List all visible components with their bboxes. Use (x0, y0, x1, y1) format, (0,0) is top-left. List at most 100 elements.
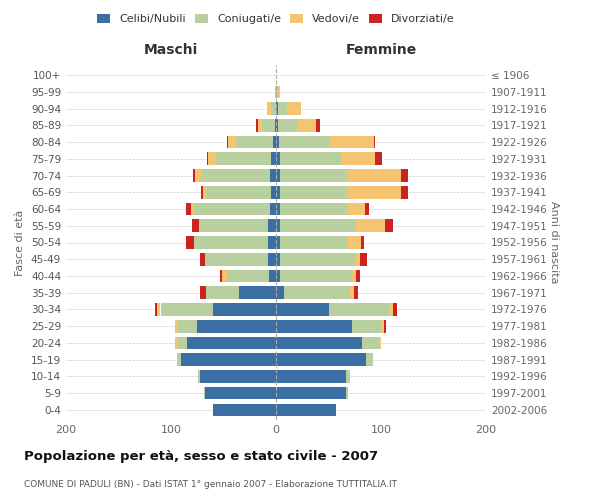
Bar (280, 152, 341, 165)
Bar (276, 303, 329, 316)
Bar (280, 186, 349, 198)
Bar (381, 320, 384, 332)
Bar (329, 303, 389, 316)
Bar (276, 404, 336, 416)
Bar (276, 336, 362, 349)
Bar (271, 186, 276, 198)
Bar (262, 119, 275, 132)
Bar (185, 236, 194, 249)
Bar (278, 102, 287, 115)
Bar (361, 236, 364, 249)
Bar (287, 102, 301, 115)
Bar (227, 270, 269, 282)
Bar (276, 119, 278, 132)
Bar (202, 186, 203, 198)
Bar (198, 370, 200, 382)
Bar (195, 169, 202, 182)
Bar (352, 320, 381, 332)
Bar (276, 387, 346, 400)
Text: COMUNE DI PADULI (BN) - Dati ISTAT 1° gennaio 2007 - Elaborazione TUTTITALIA.IT: COMUNE DI PADULI (BN) - Dati ISTAT 1° ge… (24, 480, 397, 489)
Bar (213, 404, 276, 416)
Bar (276, 136, 279, 148)
Bar (280, 169, 349, 182)
Bar (223, 270, 227, 282)
Bar (194, 236, 268, 249)
Bar (216, 152, 271, 165)
Bar (384, 320, 386, 332)
Bar (276, 354, 366, 366)
Bar (200, 370, 276, 382)
Bar (276, 236, 280, 249)
Bar (239, 286, 276, 299)
Bar (228, 136, 236, 148)
Bar (269, 270, 276, 282)
Bar (276, 169, 280, 182)
Bar (276, 320, 352, 332)
Bar (192, 220, 199, 232)
Bar (280, 270, 352, 282)
Bar (354, 286, 358, 299)
Bar (213, 303, 276, 316)
Bar (191, 202, 194, 215)
Bar (202, 169, 270, 182)
Bar (375, 152, 382, 165)
Bar (206, 286, 239, 299)
Bar (276, 86, 278, 98)
Bar (356, 253, 360, 266)
Bar (284, 286, 349, 299)
Text: Popolazione per età, sesso e stato civile - 2007: Popolazione per età, sesso e stato civil… (24, 450, 378, 463)
Bar (279, 136, 329, 148)
Bar (203, 387, 205, 400)
Bar (276, 152, 280, 165)
Bar (346, 387, 349, 400)
Bar (220, 270, 223, 282)
Bar (360, 253, 367, 266)
Bar (205, 253, 268, 266)
Bar (276, 253, 280, 266)
Bar (193, 169, 195, 182)
Bar (329, 136, 374, 148)
Bar (155, 303, 157, 316)
Bar (178, 354, 181, 366)
Bar (385, 220, 392, 232)
Bar (276, 370, 346, 382)
Bar (349, 202, 365, 215)
Bar (157, 303, 160, 316)
Bar (268, 220, 276, 232)
Bar (236, 136, 273, 148)
Bar (280, 220, 356, 232)
Bar (266, 102, 271, 115)
Bar (199, 220, 268, 232)
Bar (389, 303, 392, 316)
Bar (187, 336, 276, 349)
Bar (200, 253, 205, 266)
Bar (175, 336, 178, 349)
Bar (175, 320, 178, 332)
Bar (256, 119, 258, 132)
Bar (374, 136, 375, 148)
Bar (297, 119, 316, 132)
Bar (346, 370, 349, 382)
Bar (186, 202, 191, 215)
Bar (379, 336, 381, 349)
Bar (268, 253, 276, 266)
Bar (275, 86, 276, 98)
Bar (362, 336, 379, 349)
Bar (270, 169, 276, 182)
Bar (206, 186, 271, 198)
Bar (276, 202, 280, 215)
Bar (258, 119, 262, 132)
Bar (271, 152, 276, 165)
Bar (273, 136, 276, 148)
Bar (268, 236, 276, 249)
Bar (316, 119, 320, 132)
Bar (206, 152, 208, 165)
Bar (276, 220, 280, 232)
Bar (280, 236, 349, 249)
Bar (178, 320, 197, 332)
Bar (349, 286, 354, 299)
Bar (276, 270, 280, 282)
Bar (181, 354, 276, 366)
Bar (349, 186, 401, 198)
Bar (352, 270, 356, 282)
